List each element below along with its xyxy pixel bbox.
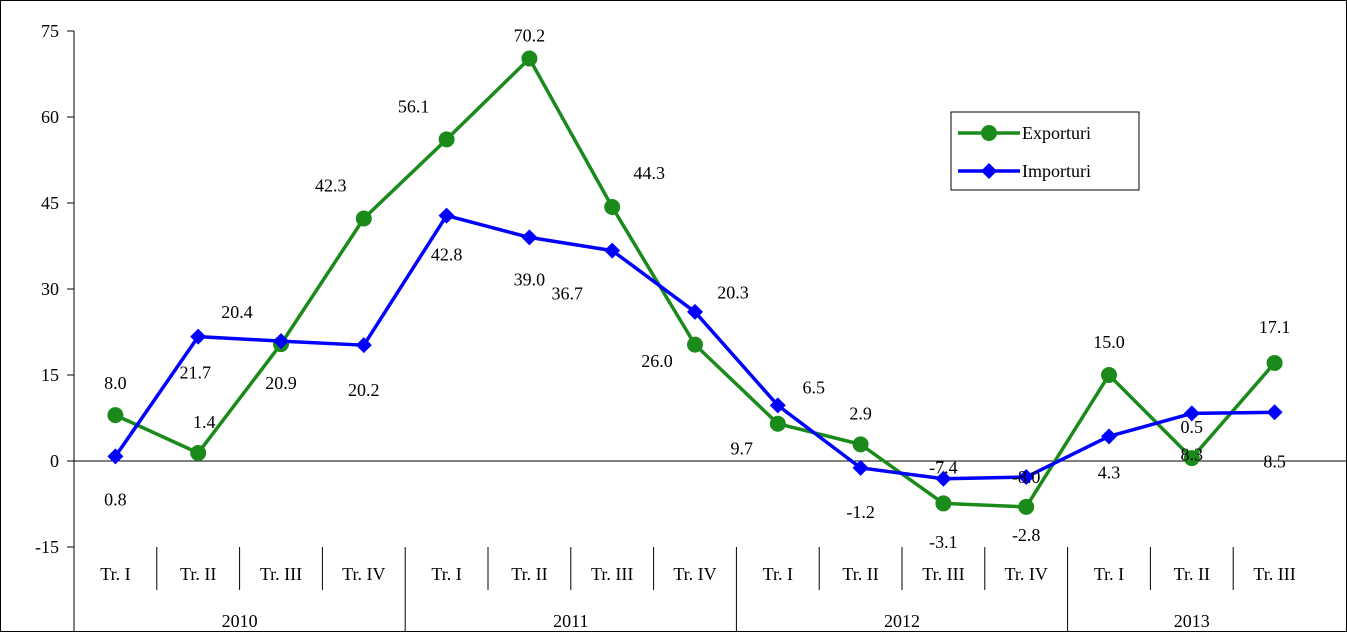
data-point-importuri <box>769 397 786 414</box>
data-point-exporturi <box>687 336 703 353</box>
data-point-importuri <box>935 470 952 487</box>
data-labels: 8.0 1.4 20.4 42.3 56.1 70.2 44.3 20.3 6.5 2.9 -7.4… <box>104 26 1290 552</box>
data-point-exporturi <box>1266 354 1283 371</box>
data-label-exporturi: 20.4 <box>221 302 253 322</box>
x-tick-label: Tr. II <box>1174 564 1210 584</box>
y-tick-label: 15 <box>41 365 59 385</box>
data-point-exporturi <box>521 50 538 67</box>
data-point-importuri <box>852 459 869 476</box>
x-tick-label: Tr. II <box>842 564 878 584</box>
data-point-importuri <box>107 448 124 465</box>
data-point-exporturi <box>604 199 621 216</box>
data-label-importuri: 9.7 <box>731 438 754 458</box>
x-group-label: 2011 <box>553 611 588 631</box>
y-tick-label: 75 <box>41 21 59 41</box>
y-tick-label: 45 <box>41 193 59 213</box>
x-group-label: 2013 <box>1174 611 1210 631</box>
data-point-importuri <box>190 328 207 345</box>
y-tick-label: 60 <box>41 107 59 127</box>
data-point-exporturi <box>438 131 455 148</box>
x-tick-label: Tr. I <box>763 564 793 584</box>
data-point-exporturi <box>190 444 207 461</box>
data-label-importuri: -2.8 <box>1012 525 1041 545</box>
data-label-importuri: 4.3 <box>1098 462 1121 482</box>
y-tick-label: -15 <box>35 537 59 557</box>
y-tick-label: 30 <box>41 279 59 299</box>
data-label-exporturi: 42.3 <box>315 175 347 195</box>
data-label-importuri: 8.3 <box>1181 444 1204 464</box>
x-tick-label: Tr. IV <box>342 564 385 584</box>
legend-marker-importuri <box>981 163 997 179</box>
x-tick-label: Tr. II <box>511 564 547 584</box>
y-tick-label: 0 <box>50 451 59 471</box>
data-point-importuri <box>1266 404 1283 421</box>
data-label-importuri: 36.7 <box>551 284 583 304</box>
x-tick-label: Tr. II <box>180 564 216 584</box>
data-point-exporturi <box>769 415 786 432</box>
data-label-importuri: 26.0 <box>641 351 673 371</box>
x-tick-label: Tr. I <box>1094 564 1124 584</box>
data-label-importuri: 42.8 <box>431 245 463 265</box>
data-label-exporturi: 6.5 <box>803 378 826 398</box>
data-point-exporturi <box>852 436 869 453</box>
legend-label-importuri: Importuri <box>1022 161 1091 181</box>
data-point-importuri <box>521 229 538 246</box>
data-point-importuri <box>1183 405 1200 422</box>
x-tick-label: Tr. IV <box>673 564 716 584</box>
x-tick-label: Tr. III <box>922 564 964 584</box>
data-point-importuri <box>273 333 289 350</box>
x-tick-label: Tr. III <box>591 564 633 584</box>
data-point-importuri <box>604 242 621 259</box>
data-label-exporturi: -8.0 <box>1012 467 1041 487</box>
legend-box <box>950 111 1140 191</box>
data-point-exporturi <box>355 210 372 227</box>
x-tick-label: Tr. I <box>100 564 130 584</box>
data-point-exporturi <box>1101 367 1117 383</box>
data-label-importuri: -1.2 <box>846 502 875 522</box>
data-point-exporturi <box>107 407 124 424</box>
data-label-exporturi: 44.3 <box>633 163 665 183</box>
axes: -15 0 15 30 45 60 75 Tr. I Tr. II Tr. III Tr. IV 20… <box>35 21 1346 632</box>
data-point-exporturi <box>935 495 952 512</box>
data-label-importuri: 20.9 <box>265 373 297 393</box>
data-label-importuri: 0.8 <box>104 489 127 509</box>
data-label-exporturi: 1.4 <box>193 412 216 432</box>
data-point-importuri <box>355 337 372 354</box>
data-label-exporturi: 0.5 <box>1181 417 1204 437</box>
x-group-label: 2010 <box>222 611 258 631</box>
data-label-importuri: 39.0 <box>514 269 546 289</box>
x-tick-label: Tr. I <box>431 564 461 584</box>
data-label-exporturi: 17.1 <box>1259 317 1291 337</box>
data-label-importuri: 8.5 <box>1263 451 1286 471</box>
data-point-importuri <box>1101 428 1117 445</box>
data-label-exporturi: 56.1 <box>398 96 430 116</box>
data-label-exporturi: 15.0 <box>1093 332 1125 352</box>
data-label-exporturi: 70.2 <box>514 26 546 46</box>
data-label-exporturi: 8.0 <box>104 373 127 393</box>
data-point-importuri <box>438 207 455 224</box>
x-tick-label: Tr. III <box>260 564 302 584</box>
data-label-exporturi: 2.9 <box>849 403 872 423</box>
x-group-label: 2012 <box>884 611 920 631</box>
data-point-importuri <box>1018 469 1035 486</box>
data-label-exporturi: 20.3 <box>717 283 749 303</box>
x-tick-label: Tr. III <box>1253 564 1295 584</box>
data-label-exporturi: -7.4 <box>929 457 958 477</box>
series-lines <box>107 50 1283 515</box>
data-label-importuri: -3.1 <box>929 532 958 552</box>
legend-marker-exporturi <box>981 125 997 141</box>
legend-label-exporturi: Exporturi <box>1022 123 1091 143</box>
data-point-exporturi <box>1018 498 1035 515</box>
data-label-importuri: 20.2 <box>348 380 380 400</box>
data-point-importuri <box>687 303 703 320</box>
legend: Exporturi Importuri <box>950 111 1140 191</box>
data-label-importuri: 21.7 <box>179 363 211 383</box>
x-tick-label: Tr. IV <box>1005 564 1048 584</box>
data-point-exporturi <box>1183 450 1200 467</box>
